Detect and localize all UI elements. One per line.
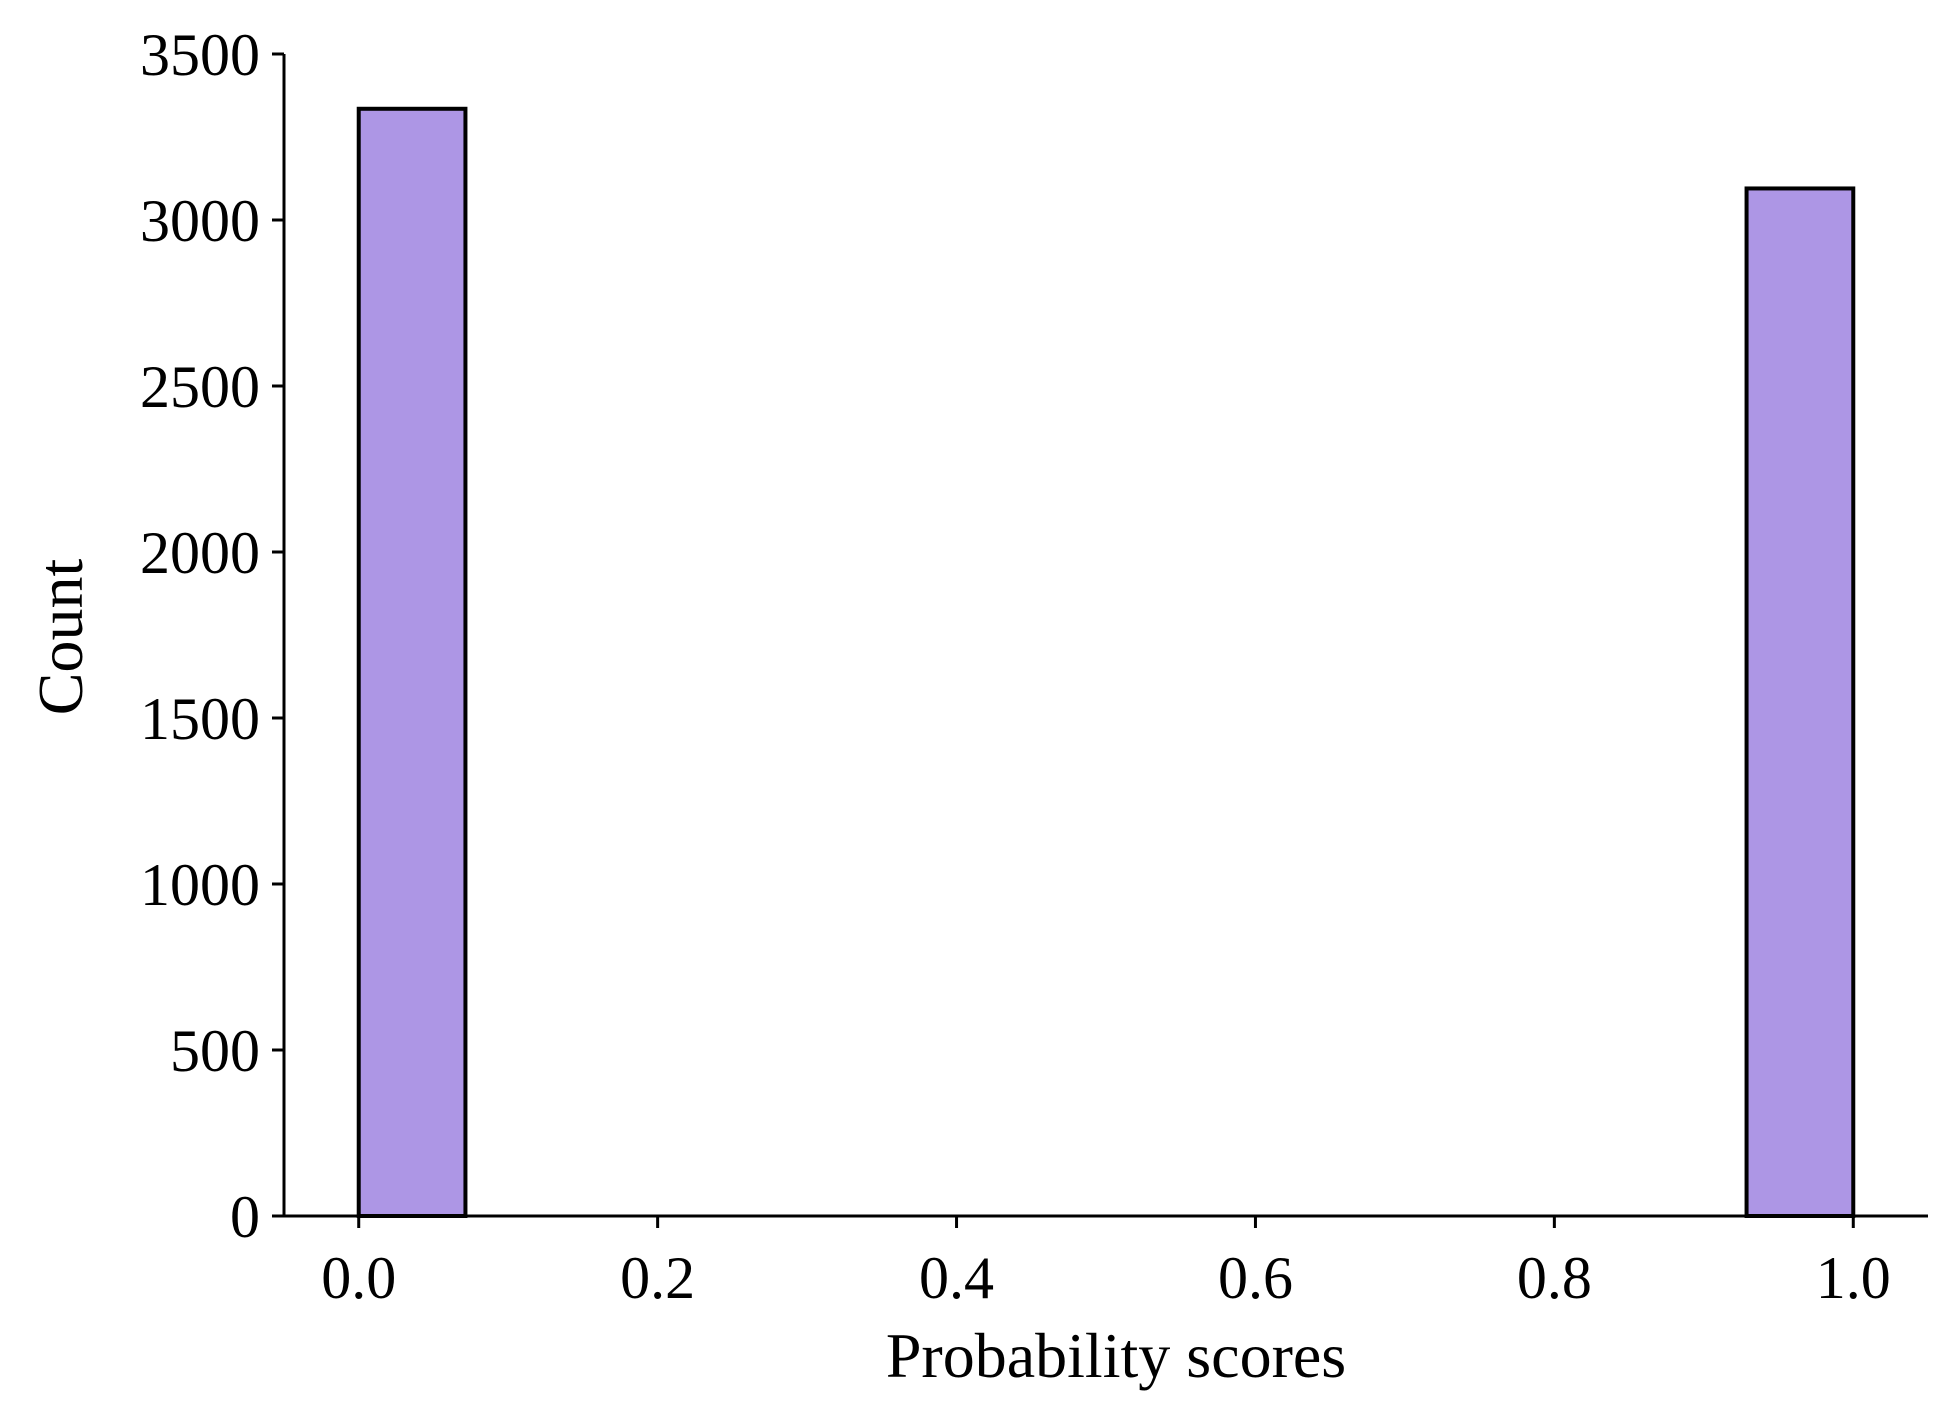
x-tick-label: 0.0 <box>321 1245 396 1311</box>
y-tick-label: 0 <box>230 1184 260 1250</box>
y-tick-label: 1500 <box>140 686 260 752</box>
histogram-bar-0 <box>356 106 468 1218</box>
x-tick-label: 0.4 <box>919 1245 994 1311</box>
y-tick-label: 3000 <box>140 188 260 254</box>
y-ticks-layer: 0 500 1000 1500 2000 2500 3000 3500 <box>140 22 284 1250</box>
y-tick-label: 500 <box>170 1018 260 1084</box>
axes-layer <box>282 54 1928 1218</box>
x-tick-label: 0.8 <box>1517 1245 1592 1311</box>
y-tick-label: 1000 <box>140 852 260 918</box>
x-axis-label: Probability scores <box>886 1320 1346 1391</box>
x-ticks-layer: 0.0 0.2 0.4 0.6 0.8 1.0 <box>321 1216 1891 1311</box>
bars-layer <box>356 106 1856 1219</box>
x-tick-label: 0.2 <box>620 1245 695 1311</box>
x-tick-label: 0.6 <box>1218 1245 1293 1311</box>
histogram-bar-1 <box>1744 186 1856 1219</box>
x-tick-label: 1.0 <box>1816 1245 1891 1311</box>
y-tick-label: 2500 <box>140 354 260 420</box>
y-tick-label: 2000 <box>140 520 260 586</box>
y-axis-label: Count <box>25 559 96 716</box>
y-tick-label: 3500 <box>140 22 260 88</box>
